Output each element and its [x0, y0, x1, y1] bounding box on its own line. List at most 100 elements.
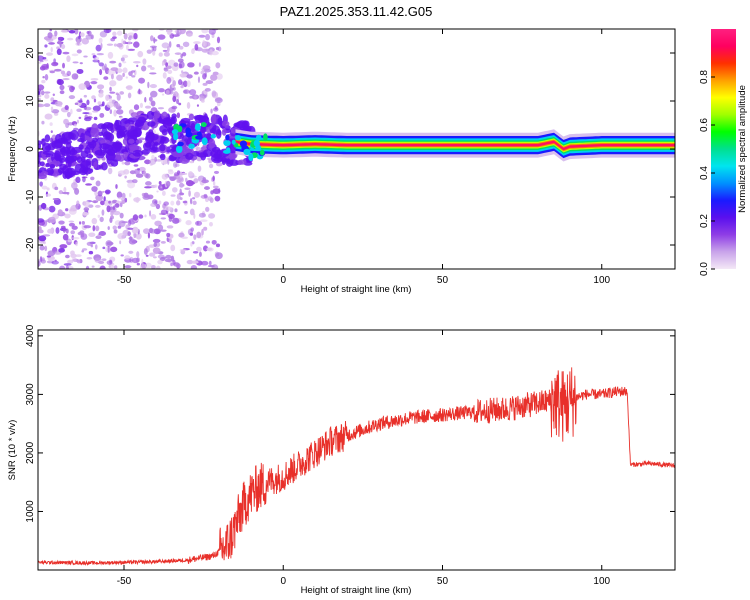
spectrogram-noise-blob — [181, 172, 188, 175]
spectrogram-noise-blob — [50, 46, 53, 53]
spectrogram-noise-blob — [76, 68, 84, 74]
spectrogram-noise-blob — [46, 52, 53, 56]
spectrogram-noise-blob — [201, 67, 209, 72]
spectrogram-noise-blob — [144, 159, 151, 165]
spectrogram-noise-blob — [153, 256, 157, 259]
spectrogram-noise-blob — [201, 228, 204, 236]
spectrogram-noise-blob — [176, 200, 181, 206]
spectrogram-noise-blob — [180, 70, 184, 74]
spectrogram-noise-blob — [44, 44, 48, 48]
spectrogram-noise-blob — [149, 72, 157, 75]
spectrogram-noise-blob — [57, 79, 64, 86]
spectrogram-noise-blob — [54, 186, 59, 191]
spectrogram-noise-blob — [70, 230, 76, 235]
spectrogram-noise-blob — [132, 61, 141, 64]
spectrogram-noise-blob — [62, 78, 70, 81]
spectrogram-noise-blob — [116, 43, 123, 48]
spectrogram-noise-blob — [63, 118, 69, 125]
spectrogram-noise-blob — [106, 205, 111, 213]
spectrogram-noise-blob — [116, 191, 123, 199]
spectrogram-noise-blob — [166, 225, 174, 229]
spectrogram-noise-blob — [69, 206, 77, 212]
spectrogram-noise-blob — [207, 196, 213, 201]
spectrogram-noise-blob — [62, 212, 66, 216]
spectrogram-noise-blob — [213, 107, 219, 112]
spectrogram-signal-blob — [204, 133, 212, 139]
spectrogram-signal-blob — [149, 140, 156, 151]
spectrogram-noise-blob — [38, 94, 42, 98]
spectrogram-noise-blob — [39, 60, 44, 63]
spectrogram-signal-blob — [41, 138, 46, 147]
spectrogram-noise-blob — [215, 73, 223, 80]
spectrogram-noise-blob — [51, 260, 59, 265]
spectrogram-noise-blob — [162, 190, 166, 196]
spectrogram-noise-blob — [95, 180, 101, 187]
bottom-y-tick-label: 3000 — [25, 383, 36, 406]
spectrogram-noise-blob — [54, 30, 58, 37]
spectrogram-noise-blob — [182, 89, 190, 95]
spectrogram-noise-blob — [160, 209, 168, 216]
spectrogram-noise-blob — [153, 37, 156, 44]
spectrogram-noise-blob — [170, 244, 176, 252]
spectrogram-noise-blob — [211, 239, 217, 245]
spectrogram-noise-blob — [172, 80, 176, 87]
spectrogram-noise-blob — [107, 245, 110, 253]
spectrogram-noise-blob — [59, 244, 68, 249]
spectrogram-ridge-band — [235, 140, 675, 151]
spectrogram-noise-blob — [142, 58, 147, 65]
spectrogram-noise-blob — [99, 265, 106, 269]
spectrogram-noise-blob — [127, 40, 132, 45]
spectrogram-signal-blob — [38, 140, 43, 146]
spectrogram-noise-blob — [120, 57, 125, 62]
spectrogram-noise-blob — [189, 208, 195, 216]
spectrogram-noise-blob — [124, 265, 132, 269]
spectrogram-noise-blob — [150, 90, 158, 98]
spectrogram-noise-blob — [41, 79, 46, 84]
spectrogram-signal-blob — [212, 113, 217, 123]
spectrogram-noise-blob — [163, 201, 169, 206]
spectrogram-noise-blob — [78, 116, 82, 120]
spectrogram-noise-blob — [190, 227, 194, 232]
spectrogram-bright-spot — [173, 133, 179, 141]
spectrogram-noise-blob — [93, 116, 98, 121]
spectrogram-noise-blob — [173, 62, 179, 67]
spectrogram-noise-blob — [149, 158, 157, 165]
spectrogram-noise-blob — [91, 53, 96, 56]
spectrogram-signal-blob — [133, 127, 142, 137]
spectrogram-bright-spot — [200, 122, 207, 128]
spectrogram-noise-blob — [133, 164, 139, 167]
spectrogram-noise-blob — [117, 233, 126, 240]
spectrogram-noise-blob — [200, 260, 209, 266]
spectrogram-signal-blob — [45, 145, 51, 151]
spectrogram-noise-blob — [202, 73, 207, 80]
spectrogram-noise-blob — [52, 93, 55, 97]
spectrogram-noise-blob — [80, 32, 85, 37]
top-x-tick-label: 100 — [593, 275, 610, 286]
spectrogram-noise-blob — [143, 248, 148, 256]
spectrogram-signal-blob — [228, 159, 240, 166]
colorbar-bar — [711, 29, 736, 269]
spectrogram-noise-blob — [167, 69, 173, 74]
spectrogram-bright-spot — [234, 134, 242, 141]
spectrogram-noise-blob — [54, 259, 57, 262]
spectrogram-noise-blob — [110, 37, 116, 42]
spectrogram-signal-blob — [101, 123, 108, 130]
spectrogram-noise-blob — [68, 95, 76, 100]
spectrogram-noise-blob — [195, 220, 203, 226]
spectrogram-noise-blob — [39, 181, 43, 187]
spectrogram-noise-blob — [119, 240, 122, 245]
spectrogram-noise-blob — [137, 50, 144, 58]
spectrogram-noise-blob — [82, 176, 86, 183]
spectrogram-noise-blob — [63, 263, 72, 266]
spectrogram-noise-blob — [95, 44, 102, 52]
spectrogram-noise-blob — [176, 29, 180, 37]
spectrogram-noise-blob — [71, 182, 78, 189]
spectrogram-noise-blob — [178, 29, 186, 35]
spectrogram-signal-blob — [221, 120, 230, 127]
spectrogram-noise-blob — [186, 259, 194, 265]
spectrogram-noise-blob — [61, 191, 70, 195]
spectrogram-noise-blob — [118, 62, 122, 68]
spectrogram-noise-blob — [40, 202, 47, 210]
spectrogram-signal-blob — [69, 149, 78, 156]
spectrogram-noise-blob — [47, 228, 54, 234]
